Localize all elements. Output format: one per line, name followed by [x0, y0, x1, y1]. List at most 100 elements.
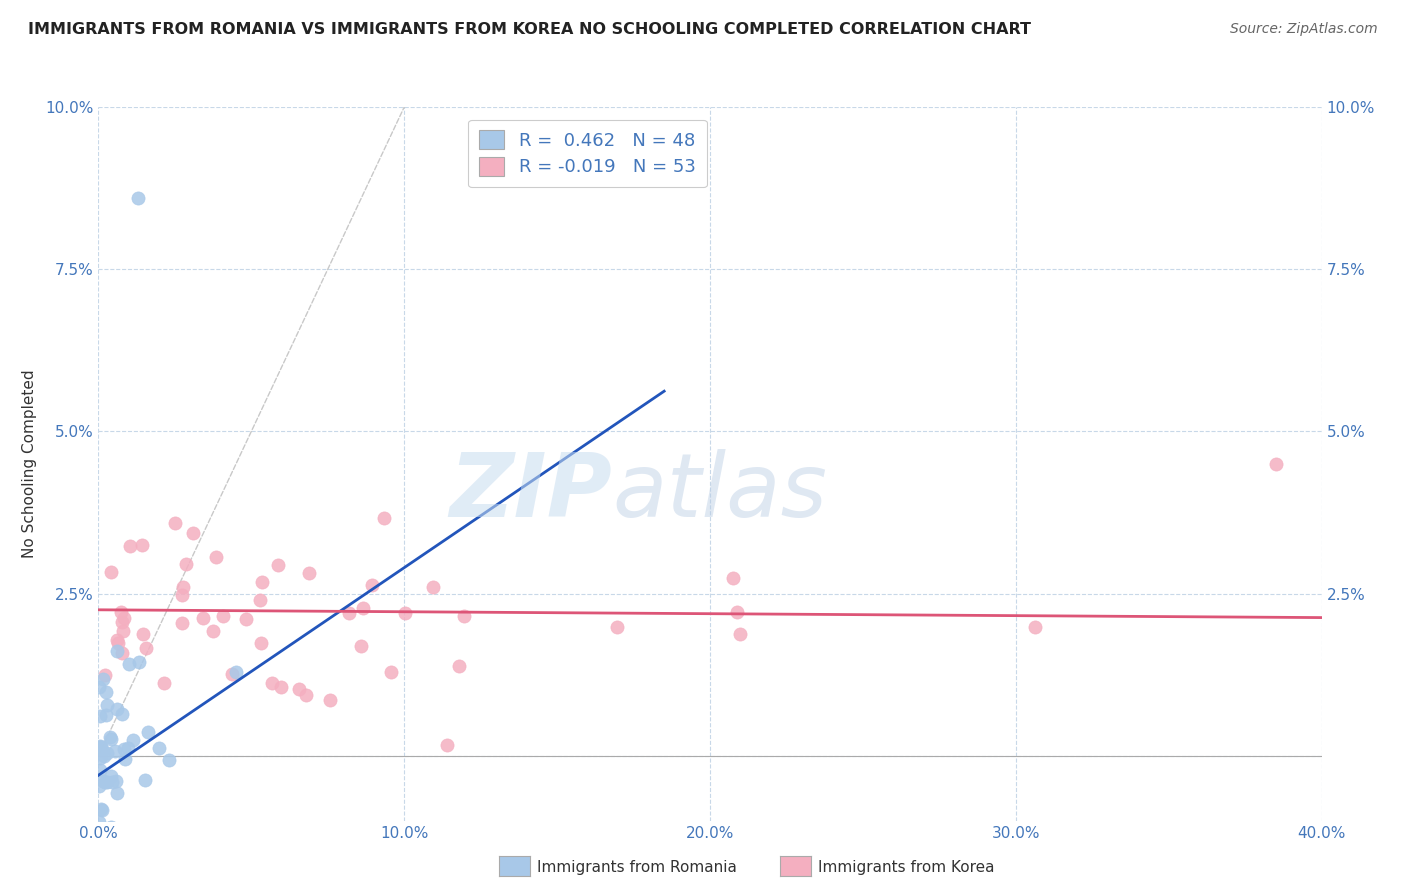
Point [191, 610, 214, 624]
Point [318, 693, 340, 707]
Point [111, 706, 134, 721]
Point [90, 739, 112, 754]
Point [89, 739, 111, 754]
Point [89, 680, 111, 694]
Point [250, 575, 273, 590]
Point [100, 775, 122, 789]
Y-axis label: No Schooling Completed: No Schooling Completed [22, 369, 37, 558]
Point [104, 744, 127, 758]
Point [422, 580, 444, 594]
Point [373, 511, 395, 525]
Point [135, 641, 157, 656]
Point [107, 636, 129, 650]
Point [170, 588, 193, 602]
Point [380, 665, 402, 680]
Point [120, 539, 142, 553]
Point [89, 709, 111, 723]
Point [249, 636, 271, 650]
Point [94, 774, 117, 789]
Point [352, 601, 374, 615]
Point [89, 779, 111, 793]
Point [105, 701, 128, 715]
Point [249, 592, 271, 607]
Point [204, 550, 226, 565]
Point [111, 624, 134, 639]
Text: Source: ZipAtlas.com: Source: ZipAtlas.com [1230, 22, 1378, 37]
Point [453, 608, 475, 623]
Point [157, 753, 180, 767]
Point [111, 615, 134, 629]
Point [270, 681, 292, 695]
Point [136, 725, 159, 739]
Point [104, 774, 127, 789]
Point [105, 786, 128, 800]
Point [100, 768, 122, 782]
Point [96, 698, 118, 712]
Point [449, 659, 471, 673]
Point [132, 626, 155, 640]
Point [118, 657, 141, 672]
Point [288, 682, 311, 697]
Point [100, 821, 122, 835]
Point [103, 825, 125, 839]
Point [725, 605, 748, 619]
Point [103, 837, 125, 851]
Point [153, 676, 176, 690]
Point [91, 773, 114, 788]
Point [221, 667, 243, 681]
Point [181, 525, 204, 540]
Point [174, 558, 197, 572]
Point [1024, 620, 1046, 634]
Point [90, 802, 112, 816]
Point [267, 558, 290, 573]
Point [606, 620, 628, 634]
Point [96, 707, 118, 722]
Point [114, 752, 136, 766]
Point [93, 826, 115, 840]
Point [1264, 457, 1286, 471]
Point [94, 668, 117, 682]
Point [339, 606, 361, 620]
Point [122, 733, 145, 747]
Point [127, 191, 149, 205]
Point [721, 572, 744, 586]
Point [436, 739, 458, 753]
Point [105, 632, 128, 647]
Point [98, 730, 121, 744]
Point [128, 655, 150, 669]
Point [170, 616, 193, 631]
Text: IMMIGRANTS FROM ROMANIA VS IMMIGRANTS FROM KOREA NO SCHOOLING COMPLETED CORRELAT: IMMIGRANTS FROM ROMANIA VS IMMIGRANTS FR… [28, 22, 1031, 37]
Point [91, 672, 114, 686]
Point [225, 665, 247, 679]
Point [91, 803, 114, 817]
Point [148, 740, 170, 755]
Text: Immigrants from Romania: Immigrants from Romania [537, 860, 737, 874]
Point [260, 676, 283, 690]
Point [93, 748, 115, 763]
Point [350, 639, 373, 653]
Point [112, 611, 135, 625]
Point [94, 684, 117, 698]
Point [112, 742, 135, 756]
Point [235, 612, 257, 626]
Point [361, 577, 384, 591]
Point [89, 814, 111, 829]
Point [165, 516, 187, 531]
Legend: R =  0.462   N = 48, R = -0.019   N = 53: R = 0.462 N = 48, R = -0.019 N = 53 [468, 120, 707, 187]
Point [100, 732, 122, 747]
Point [212, 608, 235, 623]
Point [131, 538, 153, 552]
Text: atlas: atlas [612, 450, 827, 535]
Point [172, 580, 194, 594]
Point [89, 751, 111, 765]
Point [105, 644, 128, 658]
Point [90, 743, 112, 757]
Point [134, 772, 156, 787]
Point [98, 884, 121, 892]
Point [117, 740, 139, 755]
Point [110, 605, 132, 619]
Point [295, 688, 318, 702]
Point [394, 606, 416, 620]
Point [89, 739, 111, 754]
Point [96, 774, 118, 789]
